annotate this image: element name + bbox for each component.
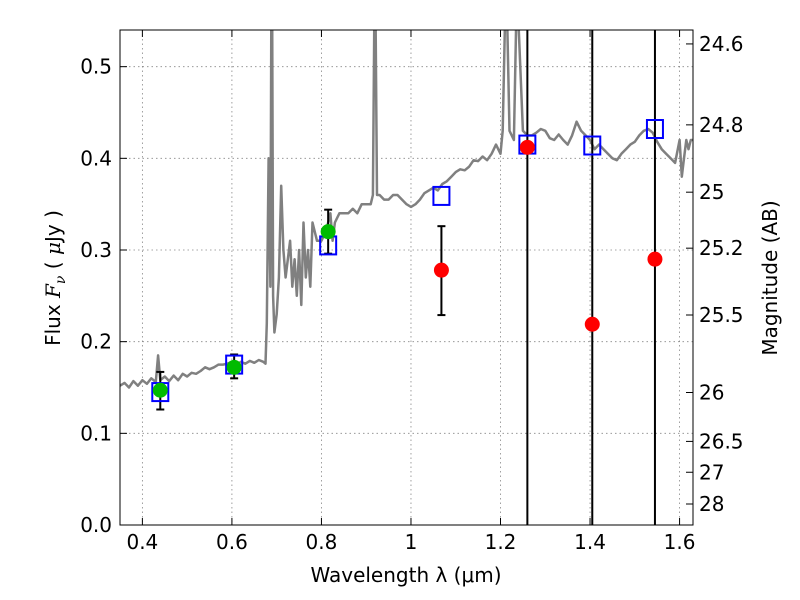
model-marker — [583, 135, 602, 156]
y2-tick-label: 27 — [699, 460, 724, 484]
y-tick-label: 0.3 — [80, 238, 112, 262]
y-tick-label: 0.4 — [80, 146, 112, 170]
x-tick-label: 1.4 — [574, 530, 606, 554]
detection-marker — [226, 359, 242, 375]
detection-markers — [152, 224, 336, 398]
y2-tick-label: 25.2 — [699, 236, 744, 260]
plot-frame — [119, 29, 694, 526]
x-axis-label: Wavelength λ (μm) — [310, 563, 501, 587]
y2-axis-label: Magnitude (AB) — [758, 200, 782, 355]
upper-limit-markers — [433, 139, 663, 332]
y-tick-label: 0.0 — [80, 513, 112, 537]
y-tick-label: 0.1 — [80, 421, 112, 445]
plot-area — [120, 30, 693, 525]
detection-marker — [152, 382, 168, 398]
red-marker — [647, 251, 663, 267]
y-tick-label: 0.2 — [80, 330, 112, 354]
red-marker — [519, 139, 535, 155]
y-axis-label: Flux Fν ( μJy ) — [41, 210, 69, 346]
y2-tick-label: 25 — [699, 180, 724, 204]
x-tick-label: 0.6 — [216, 530, 248, 554]
x-tick-label: 0.4 — [126, 530, 158, 554]
vertical-lines — [526, 30, 656, 525]
y-tick-label: 0.5 — [80, 55, 112, 79]
y-axis-ticks: 0.0 0.1 0.2 0.3 0.4 0.5 — [80, 55, 127, 537]
y2-tick-label: 24.6 — [699, 32, 744, 56]
x-tick-label: 1 — [405, 530, 418, 554]
model-marker — [645, 119, 664, 139]
plot-background — [120, 30, 693, 525]
x-tick-label: 0.8 — [306, 530, 338, 554]
y2-axis-ticks: 24.6 24.8 25 25.2 25.5 26 26.5 27 28 — [686, 32, 744, 516]
red-marker — [433, 262, 449, 278]
x-tick-label: 1.6 — [664, 530, 696, 554]
detection-marker — [320, 224, 336, 240]
y2-tick-label: 26.5 — [699, 429, 744, 453]
y2-tick-label: 26 — [699, 381, 724, 405]
y2-tick-label: 24.8 — [699, 113, 744, 137]
y2-tick-label: 25.5 — [699, 303, 744, 327]
x-tick-label: 1.2 — [485, 530, 517, 554]
grid — [120, 30, 693, 525]
model-marker — [432, 185, 451, 206]
red-marker — [584, 316, 600, 332]
x-axis-ticks: 0.4 0.6 0.8 1 1.2 1.4 1.6 — [126, 30, 695, 554]
y2-tick-label: 28 — [699, 492, 724, 516]
